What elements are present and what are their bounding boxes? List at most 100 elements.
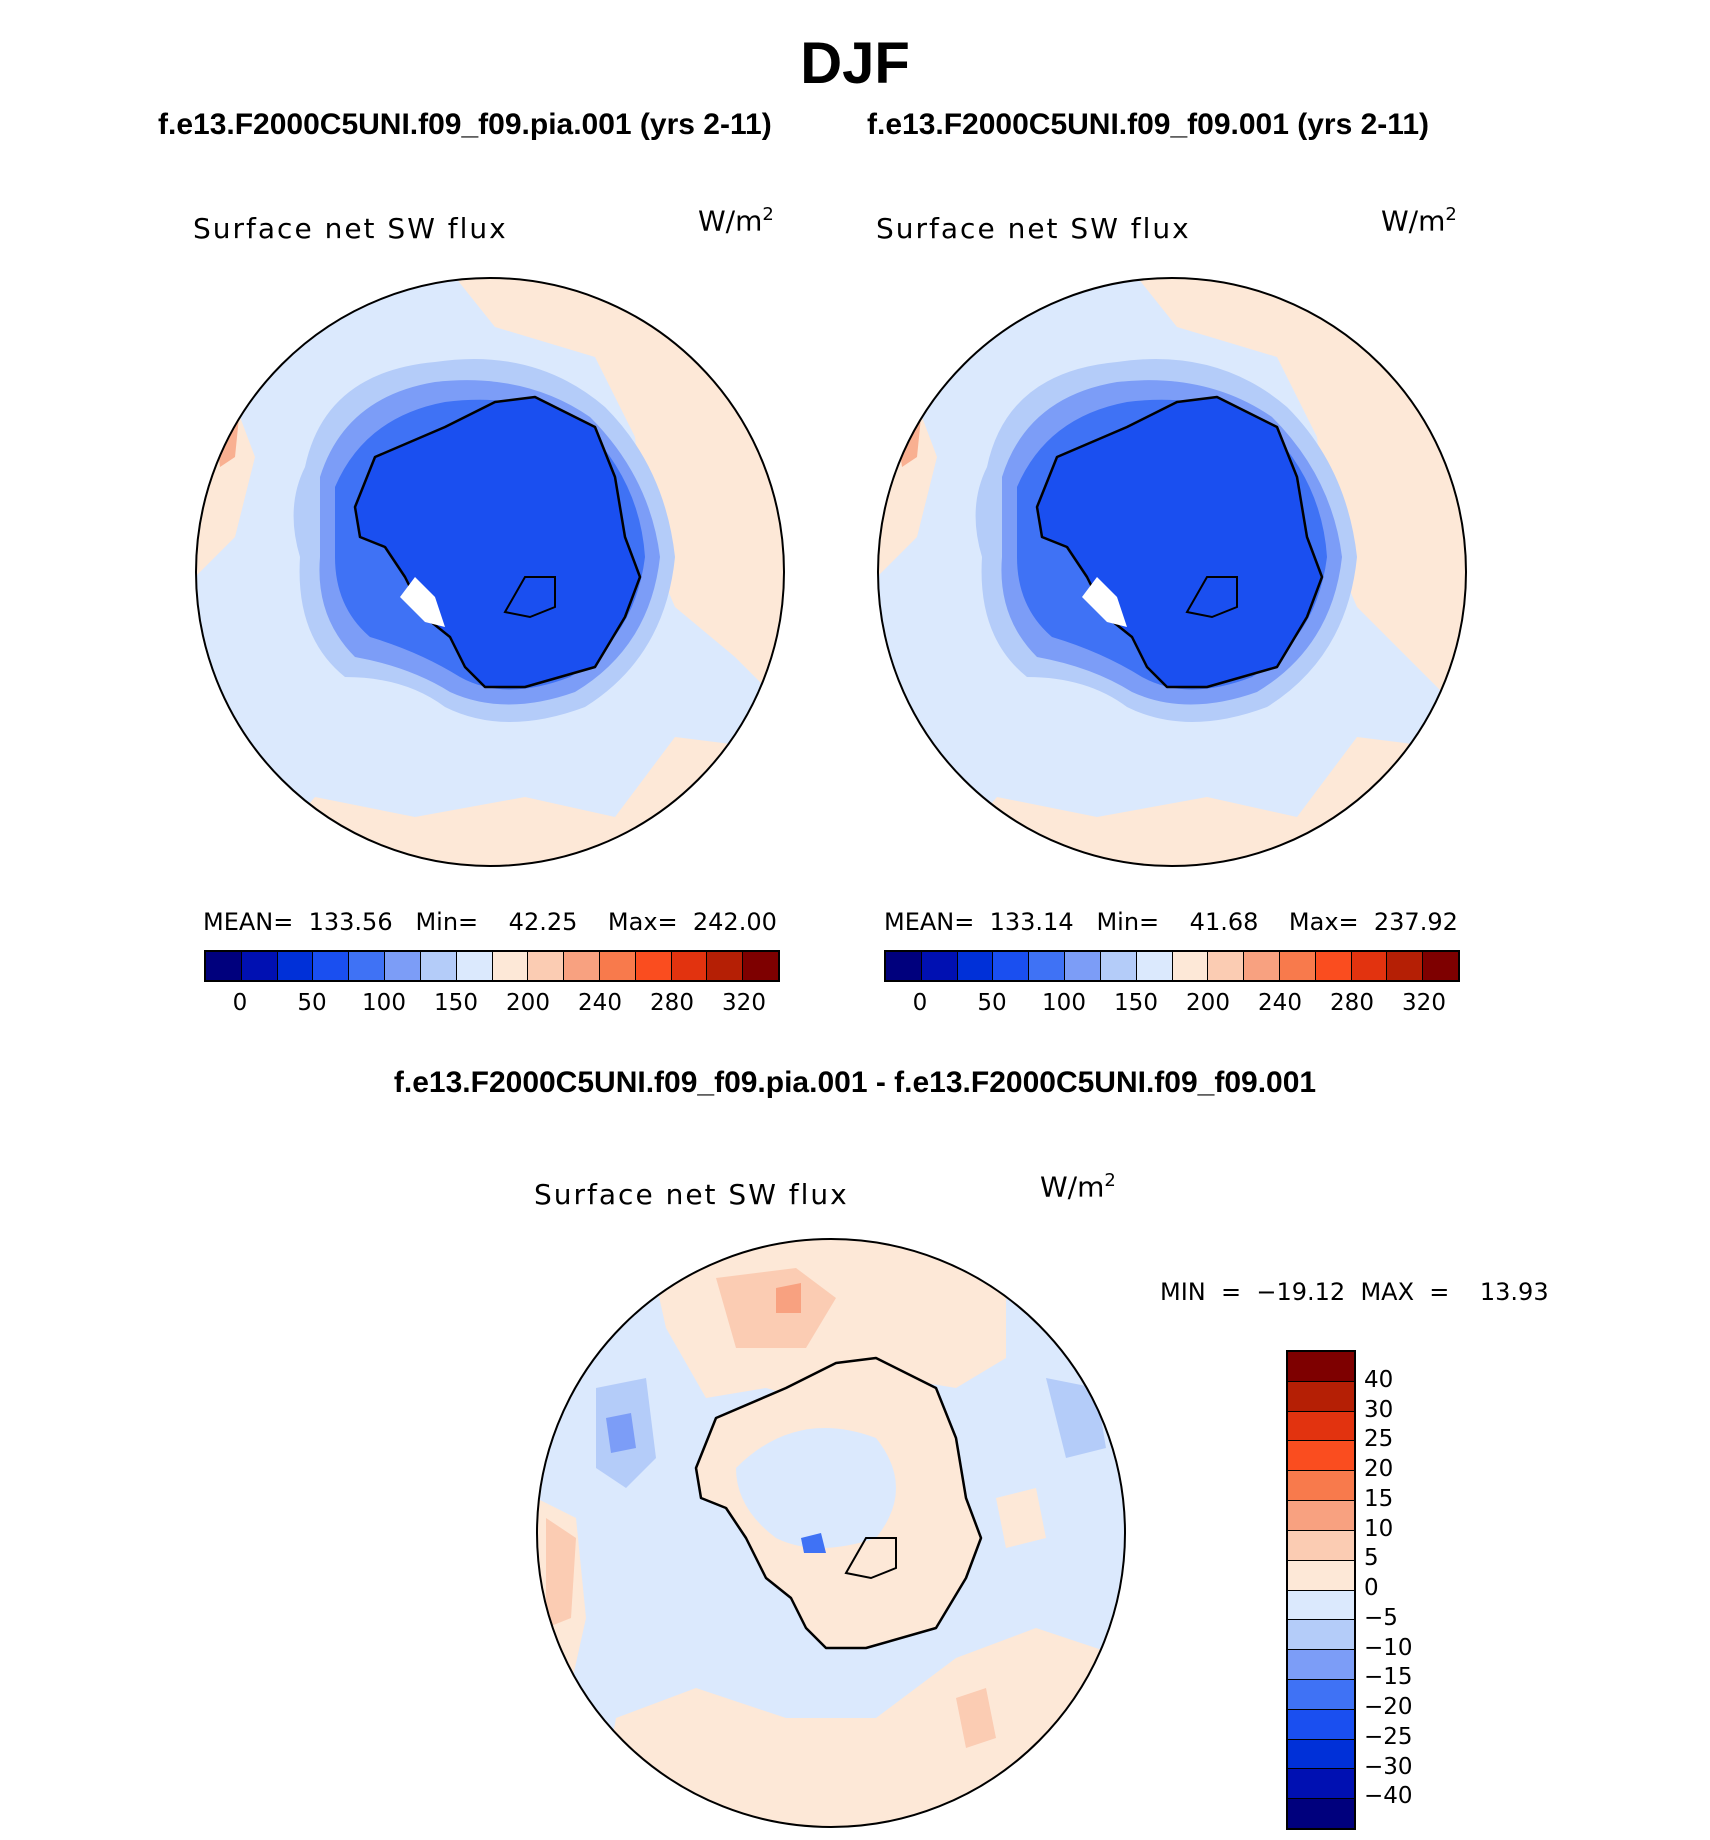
colorbar-tick-label: 280 bbox=[650, 990, 694, 1016]
colorbar-swatch bbox=[1351, 952, 1388, 980]
colorbar-swatch bbox=[921, 952, 958, 980]
panel1-units-label: W/m2 bbox=[698, 204, 774, 238]
colorbar-swatch bbox=[1065, 952, 1101, 980]
colorbar-swatch bbox=[1136, 952, 1173, 980]
panel2-polar-map bbox=[877, 277, 1467, 867]
diff-map-svg bbox=[536, 1238, 1126, 1828]
panel2-units-label: W/m2 bbox=[1381, 204, 1457, 238]
colorbar-tick-label: 100 bbox=[1042, 990, 1086, 1016]
colorbar-swatch bbox=[277, 952, 314, 980]
colorbar-tick-label: −10 bbox=[1364, 1634, 1413, 1661]
colorbar-tick-label: 150 bbox=[434, 990, 478, 1016]
diff-title: f.e13.F2000C5UNI.f09_f09.pia.001 - f.e13… bbox=[393, 1066, 1317, 1099]
diff-stats: MIN = −19.12 MAX = 13.93 bbox=[1160, 1278, 1549, 1306]
colorbar-tick-label: 50 bbox=[297, 990, 327, 1016]
diff-variable-label: Surface net SW flux bbox=[534, 1178, 849, 1211]
colorbar-tick-label: 150 bbox=[1114, 990, 1158, 1016]
colorbar-swatch bbox=[1288, 1352, 1354, 1382]
panel2-stats: MEAN= 133.14 Min= 41.68 Max= 237.92 bbox=[884, 908, 1458, 936]
panel1-colorbar-swatches bbox=[204, 950, 780, 982]
colorbar-tick-label: 320 bbox=[722, 990, 766, 1016]
colorbar-swatch bbox=[1315, 952, 1352, 980]
colorbar-tick-label: 20 bbox=[1364, 1456, 1394, 1482]
colorbar-swatch bbox=[1288, 1620, 1354, 1651]
colorbar-swatch bbox=[241, 952, 278, 980]
panel1-variable-label: Surface net SW flux bbox=[193, 212, 508, 245]
colorbar-swatch bbox=[1387, 952, 1424, 980]
colorbar-tick-label: 280 bbox=[1330, 990, 1374, 1016]
colorbar-swatch bbox=[492, 952, 529, 980]
colorbar-swatch bbox=[456, 952, 493, 980]
panel2-case-title: f.e13.F2000C5UNI.f09_f09.001 (yrs 2-11) bbox=[867, 108, 1430, 141]
diff-polar-map bbox=[536, 1238, 1126, 1828]
colorbar-swatch bbox=[1288, 1501, 1354, 1531]
colorbar-tick-label: 240 bbox=[578, 990, 622, 1016]
diff-units-label: W/m2 bbox=[1040, 1170, 1116, 1204]
colorbar-swatch bbox=[1172, 952, 1209, 980]
panel2-map-svg bbox=[877, 277, 1467, 867]
colorbar-swatch bbox=[1288, 1799, 1354, 1828]
colorbar-tick-label: −15 bbox=[1364, 1664, 1413, 1691]
colorbar-swatch bbox=[528, 952, 565, 980]
panel2-colorbar: 0 50 100 150 200 240 280 320 bbox=[884, 950, 1460, 1020]
colorbar-tick-label: 200 bbox=[1186, 990, 1230, 1016]
colorbar-swatch bbox=[671, 952, 708, 980]
colorbar-swatch bbox=[420, 952, 457, 980]
diff-colorbar-swatches bbox=[1286, 1350, 1356, 1830]
colorbar-swatch bbox=[1288, 1411, 1354, 1442]
colorbar-tick-label: −25 bbox=[1364, 1723, 1413, 1750]
panel1-stats: MEAN= 133.56 Min= 42.25 Max= 242.00 bbox=[203, 908, 777, 936]
colorbar-tick-label: 320 bbox=[1402, 990, 1446, 1016]
colorbar-tick-label: 30 bbox=[1364, 1396, 1394, 1423]
colorbar-tick-label: 15 bbox=[1364, 1485, 1394, 1512]
colorbar-swatch bbox=[635, 952, 672, 980]
page-title: DJF bbox=[800, 31, 910, 96]
colorbar-tick-label: 100 bbox=[362, 990, 406, 1016]
panel1-polar-map bbox=[195, 277, 785, 867]
colorbar-tick-label: 240 bbox=[1258, 990, 1302, 1016]
colorbar-swatch bbox=[1288, 1441, 1354, 1472]
colorbar-swatch bbox=[1029, 952, 1066, 980]
colorbar-swatch bbox=[1100, 952, 1137, 980]
panel1-colorbar: 0 50 100 150 200 240 280 320 bbox=[204, 950, 780, 1020]
panel1-map-svg bbox=[195, 277, 785, 867]
colorbar-swatch bbox=[349, 952, 386, 980]
colorbar-swatch bbox=[1288, 1709, 1354, 1740]
colorbar-tick-label: 25 bbox=[1364, 1426, 1394, 1453]
colorbar-swatch bbox=[1279, 952, 1316, 980]
colorbar-tick-label: 10 bbox=[1364, 1515, 1394, 1542]
colorbar-tick-label: 0 bbox=[232, 990, 248, 1016]
colorbar-swatch bbox=[1288, 1590, 1354, 1621]
colorbar-swatch bbox=[1208, 952, 1245, 980]
colorbar-tick-label: −30 bbox=[1364, 1753, 1413, 1780]
colorbar-tick-label: 200 bbox=[506, 990, 550, 1016]
colorbar-swatch bbox=[993, 952, 1030, 980]
colorbar-swatch bbox=[1288, 1650, 1354, 1680]
colorbar-tick-label: −40 bbox=[1364, 1783, 1413, 1810]
panel2-colorbar-swatches bbox=[884, 950, 1460, 982]
colorbar-swatch bbox=[599, 952, 636, 980]
panel1-case-title: f.e13.F2000C5UNI.f09_f09.pia.001 (yrs 2-… bbox=[158, 108, 772, 141]
diff-colorbar-ticks: 40 30 25 20 15 10 5 0 −5 −10 −15 −20 −25… bbox=[1364, 1350, 1434, 1826]
colorbar-swatch bbox=[1423, 952, 1458, 980]
colorbar-swatch bbox=[886, 952, 922, 980]
colorbar-tick-label: 50 bbox=[977, 990, 1007, 1016]
colorbar-swatch bbox=[1288, 1560, 1354, 1591]
panel2-colorbar-ticks: 0 50 100 150 200 240 280 320 bbox=[884, 990, 1460, 1020]
colorbar-swatch bbox=[206, 952, 242, 980]
colorbar-swatch bbox=[1288, 1769, 1354, 1800]
colorbar-swatch bbox=[1288, 1530, 1354, 1561]
diff-colorbar bbox=[1286, 1350, 1356, 1830]
colorbar-swatch bbox=[743, 952, 778, 980]
colorbar-tick-label: −20 bbox=[1364, 1694, 1413, 1720]
colorbar-swatch bbox=[1288, 1679, 1354, 1710]
colorbar-swatch bbox=[1288, 1471, 1354, 1502]
colorbar-tick-label: 0 bbox=[912, 990, 928, 1016]
colorbar-tick-label: 5 bbox=[1364, 1545, 1379, 1572]
colorbar-tick-label: −5 bbox=[1364, 1604, 1398, 1631]
panel1-colorbar-ticks: 0 50 100 150 200 240 280 320 bbox=[204, 990, 780, 1020]
colorbar-swatch bbox=[1244, 952, 1280, 980]
colorbar-swatch bbox=[1288, 1381, 1354, 1412]
colorbar-swatch bbox=[564, 952, 600, 980]
colorbar-swatch bbox=[1288, 1739, 1354, 1770]
